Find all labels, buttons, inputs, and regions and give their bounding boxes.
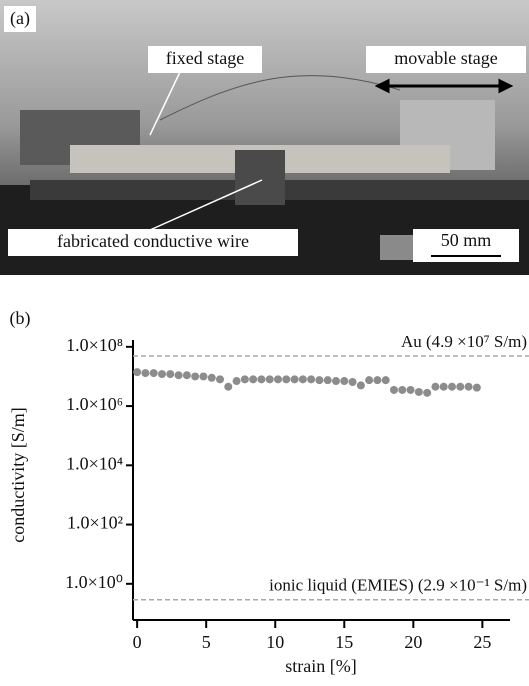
point [257, 375, 266, 384]
label-box [366, 46, 526, 73]
point [274, 375, 282, 384]
cable [159, 75, 401, 121]
point [340, 377, 349, 386]
point [398, 385, 407, 394]
leader [149, 71, 181, 136]
y-tick-label: 1.0×10² [67, 513, 123, 533]
point [224, 382, 233, 391]
point [472, 383, 481, 392]
x-tick-label: 15 [335, 632, 353, 652]
y-tick-label: 1.0×10⁶ [66, 394, 123, 414]
point [348, 377, 357, 386]
point [464, 382, 473, 391]
point [406, 385, 415, 394]
point [356, 381, 365, 390]
point [207, 373, 216, 382]
point [249, 375, 258, 384]
point [182, 371, 191, 380]
point [332, 377, 340, 386]
point [373, 376, 382, 385]
point [149, 369, 158, 378]
scale-bar-label: 50 mm [441, 230, 492, 250]
point [456, 382, 465, 391]
x-tick-label: 20 [404, 632, 422, 652]
x-tick-label: 25 [473, 632, 491, 652]
point [282, 375, 291, 384]
point [423, 388, 432, 397]
point [232, 377, 241, 386]
point [390, 385, 398, 394]
leader [149, 179, 263, 231]
photo-label: fabricated conductive wire [57, 231, 249, 251]
point [431, 382, 440, 391]
label-box [148, 46, 262, 73]
y-tick-label: 1.0×10⁴ [66, 453, 123, 473]
y-axis-label: conductivity [S/m] [8, 407, 28, 542]
point [240, 375, 249, 384]
point [365, 376, 374, 385]
photo-label: fixed stage [166, 48, 244, 68]
x-tick-label: 0 [133, 632, 142, 652]
point [166, 370, 175, 379]
reference-label: ionic liquid (EMIES) (2.9 ×10⁻¹ S/m) [269, 576, 527, 595]
point [414, 387, 423, 396]
panel-label-box [4, 6, 36, 32]
point [141, 369, 150, 378]
photo-label: movable stage [394, 48, 497, 68]
point [298, 375, 307, 384]
label-box [8, 229, 298, 256]
point [307, 375, 316, 384]
point [158, 370, 166, 379]
wire-mount [235, 150, 285, 205]
y-tick-label: 1.0×10⁰ [65, 572, 123, 592]
point [290, 375, 299, 384]
point [381, 376, 390, 385]
photo: (a) fixed stage movable stage fabricated… [0, 0, 529, 275]
point [315, 376, 324, 385]
point [265, 375, 274, 384]
point [191, 372, 200, 381]
point [448, 382, 456, 391]
y-tick-label: 1.0×10⁸ [66, 335, 123, 355]
x-tick-label: 5 [202, 632, 211, 652]
x-axis-label: strain [%] [285, 656, 356, 676]
double-arrow [374, 78, 514, 94]
point [133, 368, 142, 377]
point [174, 371, 183, 380]
x-tick-label: 10 [266, 632, 284, 652]
panel-label: (b) [10, 308, 31, 329]
point [439, 382, 448, 391]
point [199, 372, 208, 381]
reference-label: Au (4.9 ×10⁷ S/m) [401, 332, 527, 351]
panel-label: (a) [10, 8, 30, 29]
point [216, 375, 224, 384]
point [323, 376, 332, 385]
